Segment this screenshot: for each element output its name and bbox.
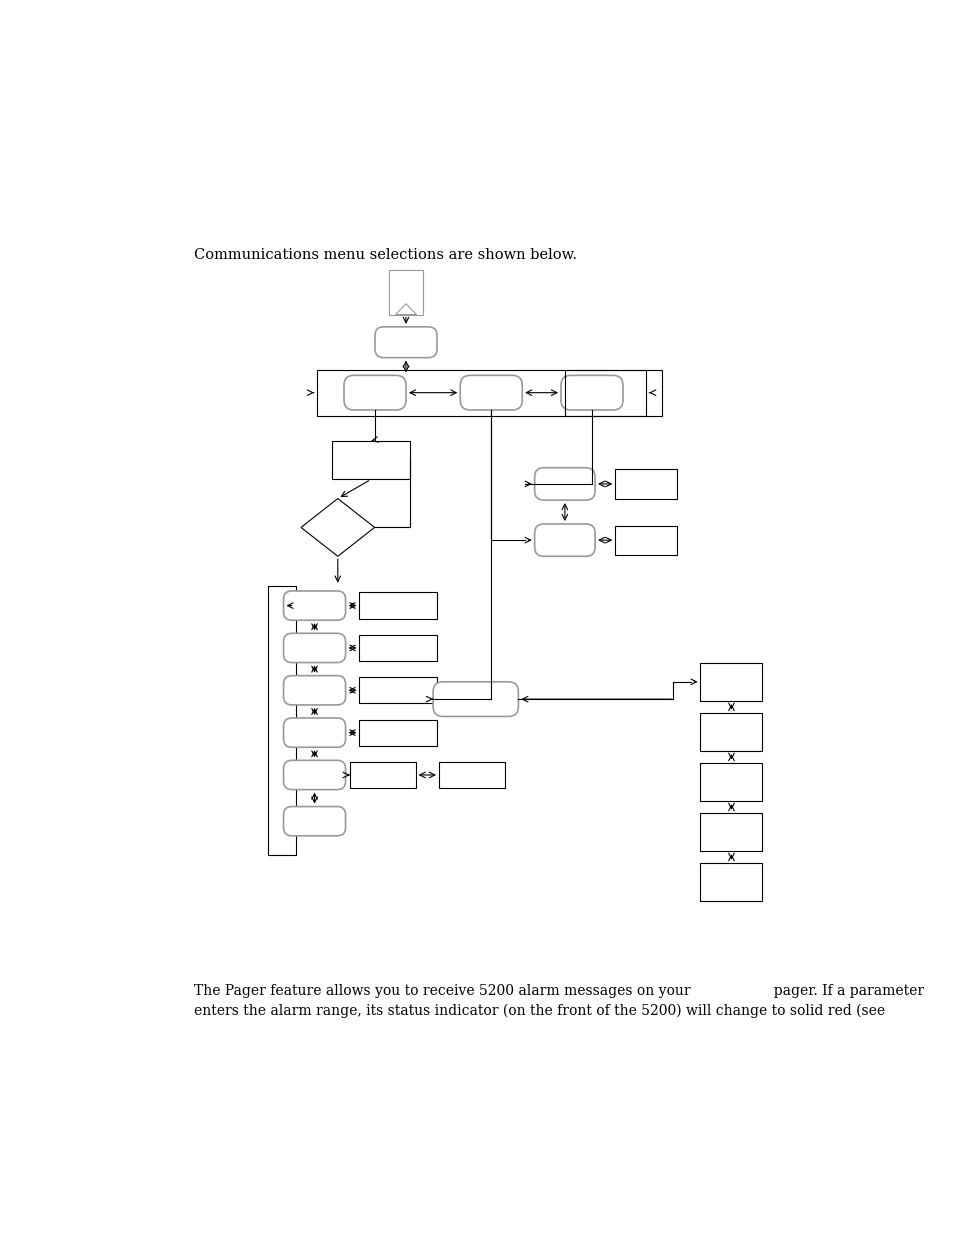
- FancyBboxPatch shape: [459, 375, 521, 410]
- Bar: [700, 813, 761, 851]
- Bar: [268, 585, 295, 855]
- FancyBboxPatch shape: [560, 375, 622, 410]
- Bar: [388, 270, 423, 315]
- Polygon shape: [395, 304, 416, 315]
- Bar: [615, 526, 677, 555]
- Bar: [700, 763, 761, 802]
- Bar: [316, 370, 645, 416]
- Bar: [615, 469, 677, 499]
- Bar: [350, 762, 416, 788]
- Bar: [700, 713, 761, 751]
- Bar: [564, 370, 661, 416]
- FancyBboxPatch shape: [283, 592, 345, 620]
- Bar: [438, 762, 504, 788]
- Bar: [700, 662, 761, 701]
- Bar: [332, 441, 410, 479]
- FancyBboxPatch shape: [375, 327, 436, 358]
- Bar: [359, 635, 436, 661]
- Bar: [359, 677, 436, 704]
- FancyBboxPatch shape: [283, 634, 345, 662]
- Polygon shape: [301, 499, 375, 556]
- FancyBboxPatch shape: [433, 682, 517, 716]
- Text: Communications menu selections are shown below.: Communications menu selections are shown…: [193, 248, 576, 262]
- Bar: [700, 863, 761, 902]
- FancyBboxPatch shape: [283, 761, 345, 789]
- Bar: [359, 593, 436, 619]
- Text: The Pager feature allows you to receive 5200 alarm messages on your             : The Pager feature allows you to receive …: [193, 983, 923, 1018]
- FancyBboxPatch shape: [534, 524, 595, 556]
- FancyBboxPatch shape: [344, 375, 406, 410]
- FancyBboxPatch shape: [534, 468, 595, 500]
- FancyBboxPatch shape: [283, 718, 345, 747]
- FancyBboxPatch shape: [283, 676, 345, 705]
- Bar: [359, 720, 436, 746]
- FancyBboxPatch shape: [283, 806, 345, 836]
